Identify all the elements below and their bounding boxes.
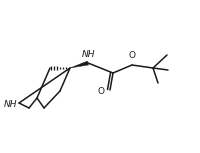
Polygon shape [70,61,89,68]
Text: NH: NH [81,50,95,59]
Text: O: O [128,51,136,60]
Text: NH: NH [4,99,17,108]
Text: O: O [97,86,104,95]
